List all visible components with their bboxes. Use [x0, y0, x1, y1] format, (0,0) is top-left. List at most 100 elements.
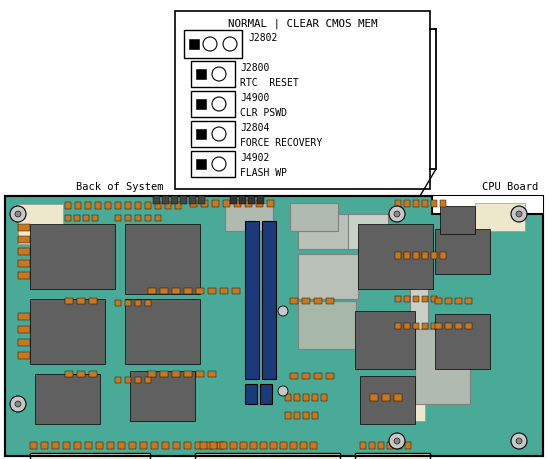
Bar [125, 299, 200, 364]
Bar [115, 216, 121, 222]
Bar [196, 70, 206, 80]
Bar [404, 201, 410, 207]
Circle shape [389, 433, 405, 449]
Bar [445, 298, 452, 304]
Bar [196, 130, 206, 140]
Bar [256, 201, 263, 207]
Bar [217, 442, 224, 449]
Bar [125, 300, 131, 306]
Bar [184, 442, 191, 449]
Bar [18, 272, 30, 280]
Bar [262, 222, 276, 379]
Bar [201, 201, 208, 207]
Text: FORCE RECOVERY: FORCE RECOVERY [240, 138, 322, 148]
Bar [135, 300, 141, 306]
Bar [432, 196, 543, 214]
Bar [455, 298, 462, 304]
Bar [18, 339, 30, 346]
Bar [153, 196, 160, 205]
Bar [431, 252, 437, 259]
Bar [148, 371, 156, 377]
Circle shape [10, 396, 26, 412]
Bar [326, 298, 334, 304]
Bar [30, 453, 150, 459]
Bar [270, 442, 277, 449]
Bar [18, 236, 30, 243]
Circle shape [212, 157, 226, 172]
Bar [260, 442, 267, 449]
Bar [125, 216, 131, 222]
Circle shape [223, 38, 237, 52]
Bar [395, 252, 401, 259]
Bar [248, 196, 255, 205]
Bar [326, 373, 334, 379]
Bar [294, 394, 300, 401]
Bar [396, 442, 402, 449]
Bar [196, 288, 204, 294]
Bar [212, 201, 219, 207]
Bar [115, 377, 121, 383]
Bar [77, 298, 85, 304]
Text: RTC  RESET: RTC RESET [240, 78, 299, 88]
Bar [196, 160, 206, 170]
Bar [220, 442, 227, 449]
Bar [18, 248, 30, 256]
Bar [260, 384, 272, 404]
Bar [196, 371, 204, 377]
Bar [206, 442, 213, 449]
Circle shape [511, 207, 527, 223]
Text: J4900: J4900 [240, 93, 270, 103]
Bar [129, 442, 136, 449]
Bar [89, 298, 97, 304]
Bar [195, 442, 202, 449]
Bar [405, 442, 411, 449]
Bar [151, 442, 158, 449]
Bar [162, 442, 169, 449]
Bar [35, 374, 100, 424]
Bar [445, 323, 452, 329]
Bar [184, 288, 192, 294]
Bar [369, 442, 375, 449]
Bar [413, 252, 419, 259]
Bar [355, 453, 430, 459]
Bar [465, 298, 472, 304]
Circle shape [15, 212, 21, 218]
Bar [395, 297, 401, 302]
Bar [280, 442, 287, 449]
Bar [83, 216, 89, 222]
Bar [65, 202, 71, 210]
Text: CLR PSWD: CLR PSWD [240, 108, 287, 118]
Bar [173, 442, 180, 449]
Bar [394, 394, 402, 401]
Bar [290, 298, 298, 304]
Bar [234, 201, 241, 207]
Bar [245, 201, 252, 207]
Bar [30, 224, 115, 289]
Bar [285, 394, 291, 401]
Bar [18, 326, 30, 333]
Circle shape [516, 438, 522, 444]
Bar [190, 201, 197, 207]
Bar [189, 196, 196, 205]
Text: FLASH WP: FLASH WP [240, 168, 287, 178]
Bar [145, 202, 151, 210]
Bar [210, 442, 217, 449]
Bar [18, 224, 30, 231]
Text: J4902: J4902 [240, 153, 270, 162]
Bar [220, 288, 228, 294]
Bar [118, 442, 125, 449]
Bar [74, 216, 80, 222]
Bar [175, 202, 181, 210]
Bar [52, 442, 59, 449]
Circle shape [389, 207, 405, 223]
Bar [410, 245, 428, 344]
Bar [155, 202, 161, 210]
Bar [115, 202, 121, 210]
Text: J2802: J2802 [248, 33, 277, 43]
Bar [370, 394, 378, 401]
Bar [431, 297, 437, 302]
Bar [195, 453, 340, 459]
Bar [18, 260, 30, 268]
Bar [382, 394, 390, 401]
Bar [135, 202, 141, 210]
